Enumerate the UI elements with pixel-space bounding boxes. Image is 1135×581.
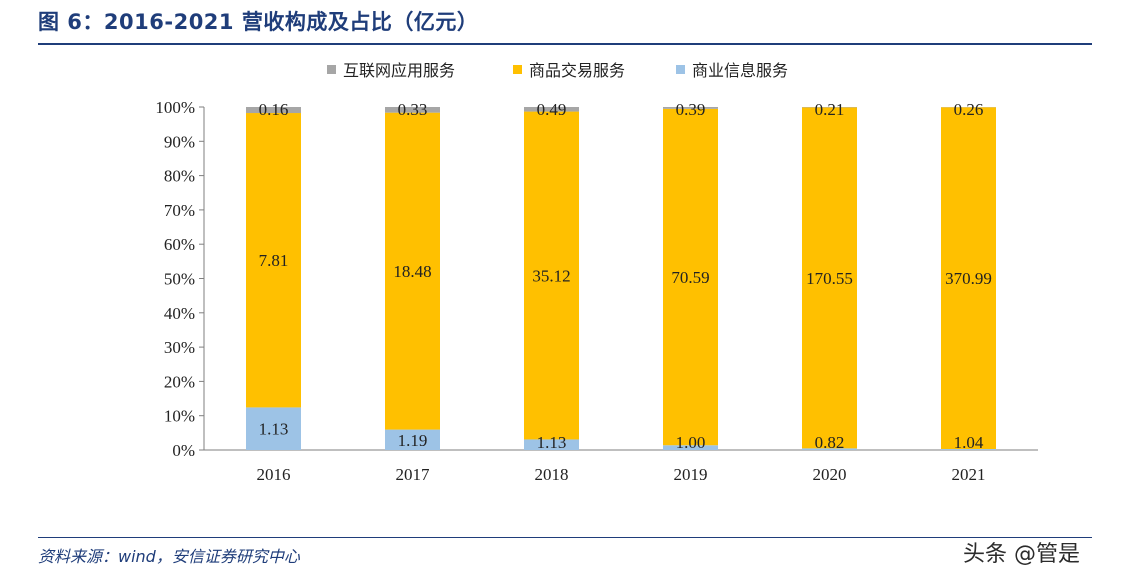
legend-label: 商品交易服务 bbox=[529, 61, 625, 80]
bar-segment bbox=[802, 448, 857, 450]
bar-segment bbox=[663, 445, 718, 450]
data-label: 0.82 bbox=[815, 433, 845, 452]
data-label: 1.13 bbox=[537, 433, 567, 452]
bar-segment bbox=[524, 111, 579, 440]
bar-segment bbox=[663, 108, 718, 446]
bar-segment bbox=[663, 107, 718, 109]
chart-axes: 0% 10% 20% 30% 40% 50% 60% 70% 80% 90% 100% 2016 201… bbox=[155, 98, 1038, 484]
chart-data-labels: 1.13 7.81 0.16 1.19 18.48 0.33 1.13 35.12 0.49 1.… bbox=[259, 100, 992, 452]
watermark: 头条 @管是 bbox=[963, 542, 1080, 567]
bar-segment bbox=[246, 113, 301, 408]
source-note: 资料来源：wind，安信证券研究中心 bbox=[38, 547, 300, 566]
chart-legend: 互联网应用服务 商品交易服务 商业信息服务 bbox=[327, 61, 788, 80]
data-label: 170.55 bbox=[806, 269, 853, 288]
data-label: 18.48 bbox=[393, 262, 431, 281]
data-label: 0.49 bbox=[537, 100, 567, 119]
data-label: 1.13 bbox=[259, 420, 289, 439]
y-tick-label: 70% bbox=[164, 201, 195, 220]
data-label: 7.81 bbox=[259, 251, 289, 270]
x-tick-label: 2018 bbox=[535, 465, 569, 484]
data-label: 0.21 bbox=[815, 100, 845, 119]
bar-segment bbox=[246, 407, 301, 450]
x-tick-label: 2017 bbox=[396, 465, 431, 484]
y-tick-label: 80% bbox=[164, 167, 195, 186]
data-label: 0.39 bbox=[676, 100, 706, 119]
bar-segment bbox=[524, 439, 579, 450]
y-tick-label: 20% bbox=[164, 372, 195, 391]
x-tick-label: 2020 bbox=[813, 465, 847, 484]
y-tick-label: 90% bbox=[164, 132, 195, 151]
bar-segment bbox=[941, 107, 996, 450]
footer-rule bbox=[38, 537, 1092, 538]
data-label: 0.16 bbox=[259, 100, 289, 119]
bar-segment bbox=[385, 112, 440, 430]
chart-bars bbox=[246, 107, 996, 450]
bar-segment bbox=[802, 107, 857, 449]
title-rule bbox=[38, 43, 1092, 45]
legend-swatch bbox=[327, 65, 336, 74]
bar-segment bbox=[524, 107, 579, 112]
legend-label: 互联网应用服务 bbox=[343, 61, 455, 80]
y-tick-label: 0% bbox=[172, 441, 195, 460]
y-tick-label: 60% bbox=[164, 235, 195, 254]
data-label: 0.33 bbox=[398, 100, 428, 119]
y-tick-label: 50% bbox=[164, 270, 195, 289]
x-tick-label: 2016 bbox=[257, 465, 291, 484]
bar-segment bbox=[385, 429, 440, 450]
data-label: 1.00 bbox=[676, 433, 706, 452]
data-label: 370.99 bbox=[945, 269, 992, 288]
data-label: 1.19 bbox=[398, 431, 428, 450]
y-tick-label: 10% bbox=[164, 407, 195, 426]
legend-swatch bbox=[676, 65, 685, 74]
legend-swatch bbox=[513, 65, 522, 74]
y-tick-label: 30% bbox=[164, 338, 195, 357]
data-label: 1.04 bbox=[954, 433, 984, 452]
page-title: 图 6：2016-2021 营收构成及占比（亿元） bbox=[38, 10, 479, 34]
bar-segment bbox=[246, 107, 301, 114]
data-label: 70.59 bbox=[671, 268, 709, 287]
bar-segment bbox=[385, 107, 440, 113]
data-label: 0.26 bbox=[954, 100, 984, 119]
x-tick-label: 2019 bbox=[674, 465, 708, 484]
bar-segment bbox=[941, 449, 996, 450]
data-label: 35.12 bbox=[532, 267, 570, 286]
y-tick-label: 40% bbox=[164, 304, 195, 323]
legend-label: 商业信息服务 bbox=[692, 61, 788, 80]
y-tick-label: 100% bbox=[155, 98, 195, 117]
x-tick-label: 2021 bbox=[952, 465, 986, 484]
